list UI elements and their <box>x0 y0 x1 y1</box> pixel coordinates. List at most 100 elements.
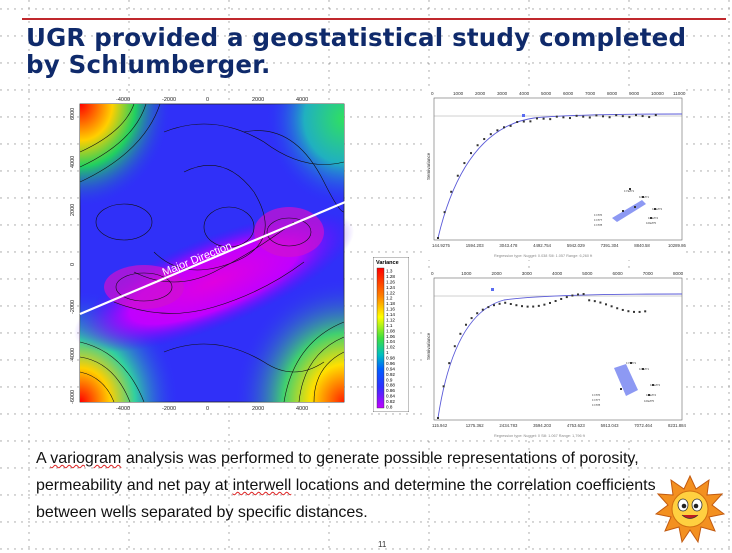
variogram-top-x-tick-top: 1000 <box>453 91 464 96</box>
variogram-bottom-x-tick-top: 0 <box>431 271 434 276</box>
variogram-bottom-point <box>588 299 591 302</box>
variance-contour-map: Major Direction -4000 -2000 0 2000 4000 -400… <box>70 97 355 412</box>
map-x-tick-bottom: 2000 <box>252 406 264 412</box>
svg-text:1Y/P7: 1Y/P7 <box>592 398 601 402</box>
legend-value: 1.16 <box>386 307 395 312</box>
variogram-top-x-tick-top: 10000 <box>651 91 664 96</box>
variogram-bottom-point <box>554 300 557 303</box>
variogram-top-point <box>602 115 604 118</box>
variogram-top-x-tick-top: 8000 <box>607 91 618 96</box>
variogram-top-x-tick-top: 3000 <box>497 91 508 96</box>
variogram-bottom-point <box>442 385 445 388</box>
map-y-tick: 6000 <box>70 108 76 120</box>
variogram-top-footer: Regression type: Nugget: 0.038 Sill: 1.0… <box>494 254 593 258</box>
variogram-bottom-point <box>599 301 602 304</box>
legend-value: 1.22 <box>386 290 395 295</box>
variogram-top-point <box>575 114 578 117</box>
body-text-interwell: interwell <box>232 477 292 494</box>
variogram-bottom-point <box>582 293 585 296</box>
variogram-top-x-tick-top: 9000 <box>629 91 640 96</box>
variogram-top-point <box>476 144 479 147</box>
legend-value: 1 <box>386 350 389 355</box>
variogram-bottom-x-tick-top: 3000 <box>522 271 533 276</box>
variogram-bottom-point <box>549 301 551 304</box>
map-x-tick-bottom: 4000 <box>296 406 308 412</box>
variogram-top-point <box>536 117 538 120</box>
legend-value: 1.08 <box>386 328 395 333</box>
legend-value: 1.28 <box>386 274 395 279</box>
legend-value: 1.18 <box>386 301 395 306</box>
svg-text:1FE/P3: 1FE/P3 <box>652 207 662 211</box>
legend-value: 1.2 <box>386 296 393 301</box>
variogram-bottom-chart: 0 1000 2000 3000 4000 5000 6000 7000 8000 115.94… <box>424 268 686 440</box>
variogram-bottom-point <box>498 302 501 305</box>
variogram-top-inset: 1YE/P1 1FE/P1 1Y/P6 1Y/P7 1FE/P3 1FE/P4 1Y/P… <box>594 188 662 227</box>
variogram-top-x-tick-bottom: 7391.304 <box>601 243 620 248</box>
legend-value: 0.98 <box>386 356 395 361</box>
variogram-top-x-tick-bottom: 3043.478 <box>499 243 518 248</box>
map-x-tick-top: -4000 <box>116 97 130 103</box>
variogram-bottom-ylabel: Semivariance <box>426 332 431 360</box>
variogram-bottom-point <box>577 293 579 296</box>
variogram-bottom-x-tick-bottom: 2434.783 <box>499 423 518 428</box>
legend-value: 1.12 <box>386 317 395 322</box>
map-x-tick-bottom: -4000 <box>116 406 130 412</box>
variogram-bottom-x-tick-top: 2000 <box>492 271 503 276</box>
legend-value: 1.06 <box>386 334 395 339</box>
variogram-bottom-point <box>476 312 479 315</box>
map-x-tick-top: 0 <box>206 97 209 103</box>
svg-text:1FE/P4: 1FE/P4 <box>648 216 658 220</box>
variogram-top-point <box>588 116 591 119</box>
top-rule <box>22 18 726 20</box>
map-x-tick-top: 2000 <box>252 97 264 103</box>
variogram-top-point <box>549 118 552 121</box>
body-text-variogram: variogram <box>50 450 122 467</box>
variogram-top-point <box>496 129 499 132</box>
variogram-top-point <box>595 114 598 117</box>
variance-legend: Variance 1.31.281.261.241.221.21.181.161… <box>373 257 409 412</box>
variogram-top-point <box>628 116 631 119</box>
variogram-top-chart: 0 1000 2000 3000 4000 5000 6000 7000 8000 9000 100… <box>424 88 686 260</box>
variogram-bottom-x-tick-bottom: 3594.203 <box>533 423 552 428</box>
variogram-top-point <box>437 237 439 239</box>
variogram-bottom-point <box>521 305 523 308</box>
body-text-2: analysis was performed to generate possi… <box>36 450 639 494</box>
variogram-top-point <box>648 116 651 119</box>
variogram-top-point <box>621 115 624 118</box>
map-y-tick: -4000 <box>70 348 76 362</box>
svg-text:1YE/P1: 1YE/P1 <box>624 189 635 193</box>
variogram-top-point <box>608 116 611 119</box>
legend-value: 0.94 <box>386 366 395 371</box>
variogram-top-point <box>569 117 571 120</box>
variogram-top-x-tick-top: 6000 <box>563 91 574 96</box>
variogram-top-point <box>654 114 657 117</box>
legend-value: 1.02 <box>386 345 395 350</box>
variogram-top-ylabel: Semivariance <box>426 152 431 180</box>
variogram-top-point <box>489 133 492 136</box>
legend-value: 0.92 <box>386 372 395 377</box>
variogram-bottom-point <box>644 310 647 313</box>
variogram-bottom-point <box>509 302 512 305</box>
legend-value: 0.86 <box>386 388 395 393</box>
variogram-top-point <box>463 162 466 165</box>
legend-value: 0.9 <box>386 377 393 382</box>
variogram-bottom-point <box>565 296 568 299</box>
variogram-bottom-x-tick-bottom: 7072.464 <box>634 423 653 428</box>
legend-title: Variance <box>376 260 399 266</box>
variogram-top-point <box>522 120 525 123</box>
svg-text:1FE/P3: 1FE/P3 <box>650 383 660 387</box>
variogram-bottom-point <box>571 294 574 297</box>
variogram-top-point <box>470 152 472 155</box>
svg-text:1Y/P6: 1Y/P6 <box>592 393 601 397</box>
variogram-top-point <box>562 116 565 119</box>
svg-text:1FE/P5: 1FE/P5 <box>646 221 656 225</box>
variogram-top-point <box>555 115 558 118</box>
variogram-bottom-x-tick-bottom: 115.942 <box>432 423 448 428</box>
variogram-bottom-point <box>560 297 563 300</box>
variogram-top-point <box>542 117 545 120</box>
variogram-bottom-x-tick-bottom: 5913.043 <box>601 423 620 428</box>
variogram-top-point <box>509 124 512 127</box>
variogram-top-x-tick-bottom: 5942.029 <box>567 243 586 248</box>
